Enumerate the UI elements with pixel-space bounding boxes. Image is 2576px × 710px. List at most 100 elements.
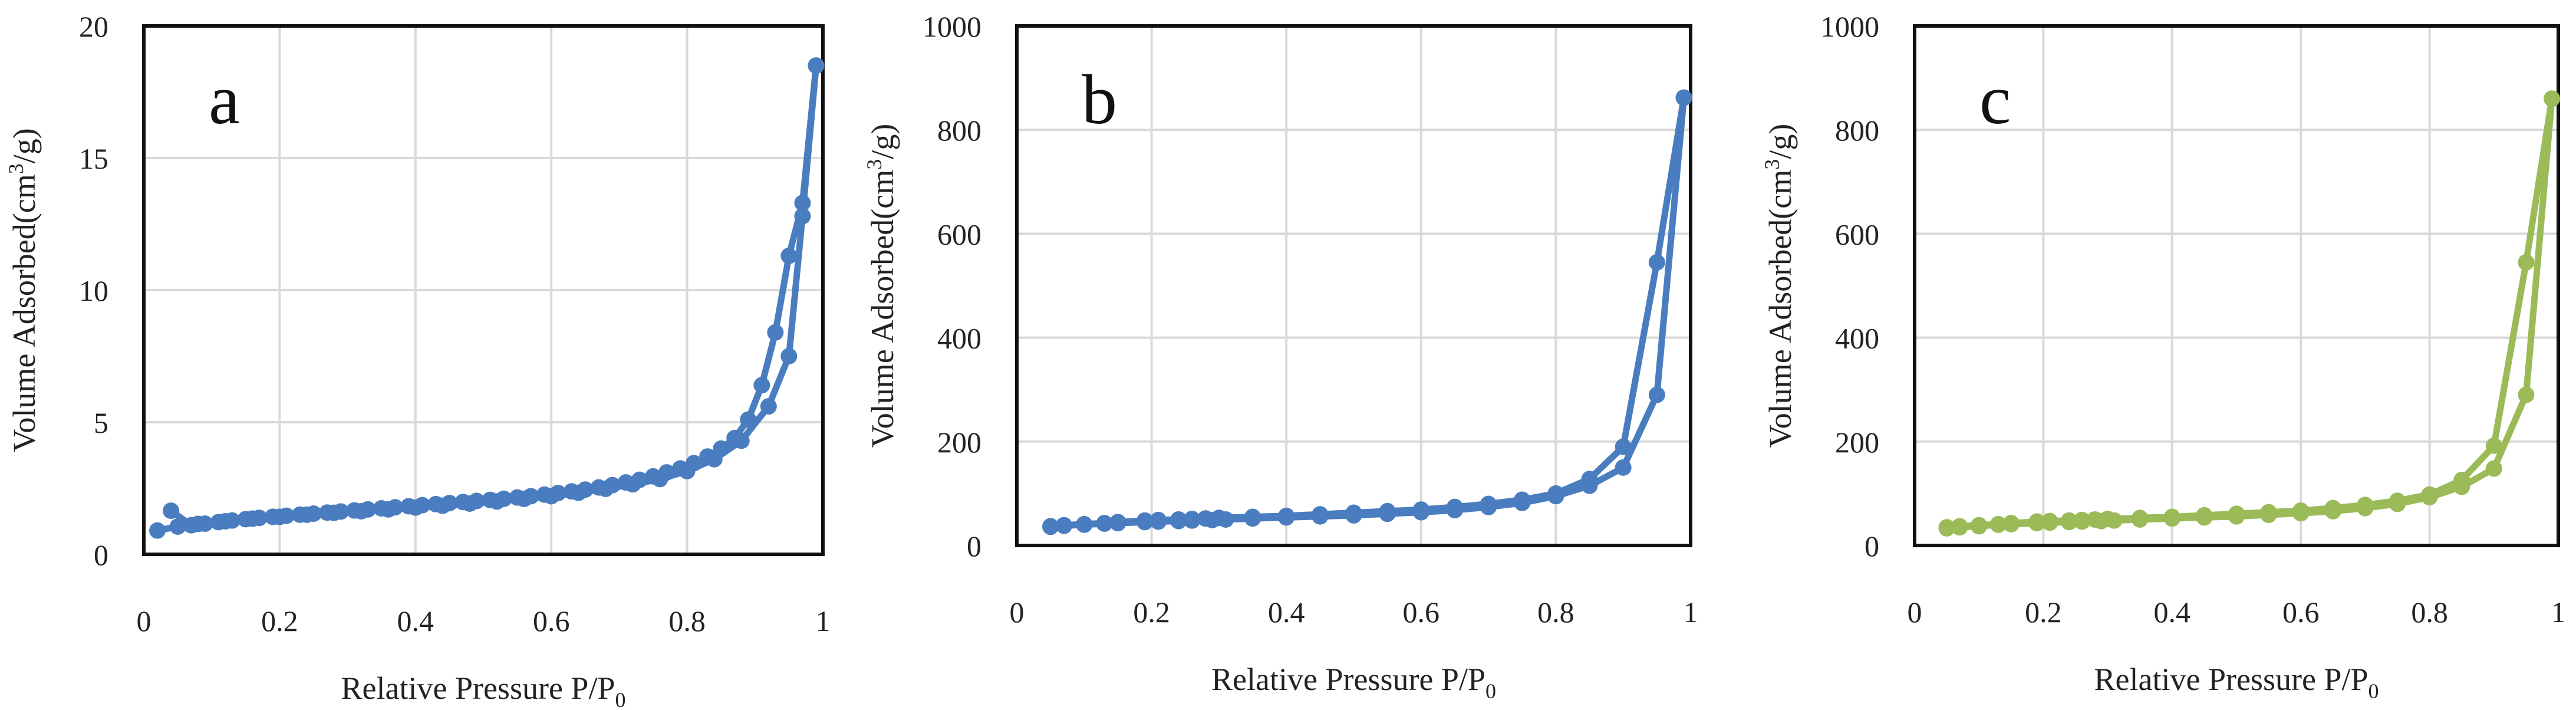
data-point-desorption (767, 324, 784, 341)
y-axis-title-end: /g) (865, 124, 900, 159)
data-point-desorption (1244, 508, 1261, 525)
data-point-adsorption (2485, 460, 2502, 477)
x-tick-label: 0 (1010, 596, 1025, 629)
data-point-desorption (387, 499, 404, 516)
data-point-desorption (332, 503, 350, 520)
data-point-desorption (291, 506, 308, 523)
data-point-desorption (1547, 485, 1564, 502)
data-point-desorption (672, 460, 689, 477)
data-point-desorption (658, 464, 676, 481)
data-point-desorption (468, 492, 485, 510)
data-point-desorption (2485, 437, 2502, 454)
data-point-desorption (808, 57, 825, 74)
data-point-desorption (441, 495, 458, 512)
data-point-desorption (1379, 502, 1396, 520)
data-point-desorption (590, 479, 607, 496)
data-point-adsorption (1648, 386, 1665, 403)
x-axis-title-subscript: 0 (615, 688, 625, 710)
data-point-desorption (2061, 512, 2078, 529)
panel-b: 0 0.2 0.4 0.6 0.8 1 0 200 400 600 800 1000 Relative … (862, 10, 1698, 703)
data-point-desorption (251, 510, 268, 527)
data-point-desorption (1150, 511, 1167, 528)
data-point-desorption (699, 448, 716, 465)
y-tick-label: 200 (1835, 426, 1879, 459)
data-point-desorption (196, 515, 213, 532)
data-point-desorption (223, 512, 241, 529)
x-tick-label: 0.6 (533, 604, 570, 637)
data-point-desorption (2357, 497, 2374, 514)
data-point-desorption (794, 195, 811, 212)
x-tick-label: 0.4 (1268, 596, 1305, 629)
panel-letter: a (209, 60, 240, 139)
x-axis-title: Relative Pressure P/P0 (2094, 662, 2379, 703)
x-tick-label: 0 (1908, 596, 1922, 629)
x-tick-label: 0.6 (2282, 596, 2320, 629)
data-point-desorption (427, 495, 444, 512)
data-point-desorption (604, 476, 621, 494)
x-tick-label: 0.2 (261, 604, 298, 637)
data-point-desorption (2002, 515, 2020, 532)
data-point-desorption (563, 483, 580, 500)
y-axis-title-end: /g) (6, 128, 42, 163)
data-point-desorption (163, 502, 180, 520)
data-point-adsorption (1615, 459, 1632, 476)
y-axis-title-superscript: 3 (1760, 159, 1784, 170)
data-point-desorption (2086, 511, 2103, 528)
gridlines (1016, 25, 1692, 547)
data-point-desorption (2292, 502, 2310, 519)
data-point-desorption (482, 491, 499, 508)
y-tick-label: 600 (937, 218, 981, 251)
data-point-desorption (400, 498, 417, 515)
data-point-desorption (1056, 517, 1073, 534)
series-line-desorption (1047, 94, 1688, 530)
data-point-desorption (1581, 471, 1598, 488)
y-tick-label: 800 (937, 114, 981, 147)
data-point-desorption (617, 474, 634, 491)
data-point-desorption (1938, 519, 1955, 536)
series-line-adsorption (1943, 95, 2555, 532)
data-point-desorption (454, 494, 472, 511)
data-point-desorption (2196, 507, 2213, 524)
data-point-desorption (1480, 495, 1497, 512)
data-point-desorption (577, 481, 594, 498)
x-axis-title: Relative Pressure P/P0 (1211, 662, 1496, 703)
gridlines (1913, 25, 2559, 547)
data-point-desorption (1096, 515, 1113, 532)
panel-c: 0 0.2 0.4 0.6 0.8 1 0 200 400 600 800 1000 Relative … (1760, 10, 2566, 703)
data-point-desorption (1109, 514, 1126, 531)
data-point-desorption (1514, 491, 1531, 508)
x-tick-label: 1 (816, 604, 831, 637)
data-point-desorption (631, 471, 648, 488)
data-point-desorption (1615, 438, 1632, 455)
data-point-desorption (2518, 254, 2535, 271)
data-point-desorption (549, 485, 566, 502)
data-point-desorption (2389, 492, 2406, 510)
data-point-desorption (686, 455, 703, 472)
data-point-desorption (319, 504, 336, 521)
data-point-desorption (1197, 510, 1214, 527)
gridlines (143, 25, 824, 555)
data-point-desorption (1345, 504, 1362, 521)
data-point-desorption (1412, 501, 1429, 518)
data-point-desorption (2028, 513, 2045, 530)
data-point-desorption (1278, 507, 1295, 524)
data-point-adsorption (780, 348, 798, 364)
data-point-adsorption (760, 398, 777, 415)
data-point-desorption (1137, 512, 1154, 529)
data-point-desorption (373, 500, 390, 517)
x-tick-label: 1 (1684, 596, 1698, 629)
y-tick-label: 0 (1865, 530, 1879, 563)
data-point-desorption (2073, 511, 2090, 528)
x-tick-label: 0.4 (2154, 596, 2191, 629)
y-axis-title: Volume Adsorbed(cm3/g) (4, 128, 42, 452)
data-point-desorption (346, 502, 363, 519)
x-tick-label: 1 (2551, 596, 2566, 629)
data-point-desorption (713, 440, 730, 457)
data-point-desorption (645, 468, 661, 485)
x-tick-label: 0.4 (397, 604, 434, 637)
data-point-desorption (753, 377, 770, 394)
data-point-desorption (2041, 512, 2058, 530)
x-tick-label: 0.2 (2025, 596, 2062, 629)
data-point-desorption (522, 488, 539, 505)
